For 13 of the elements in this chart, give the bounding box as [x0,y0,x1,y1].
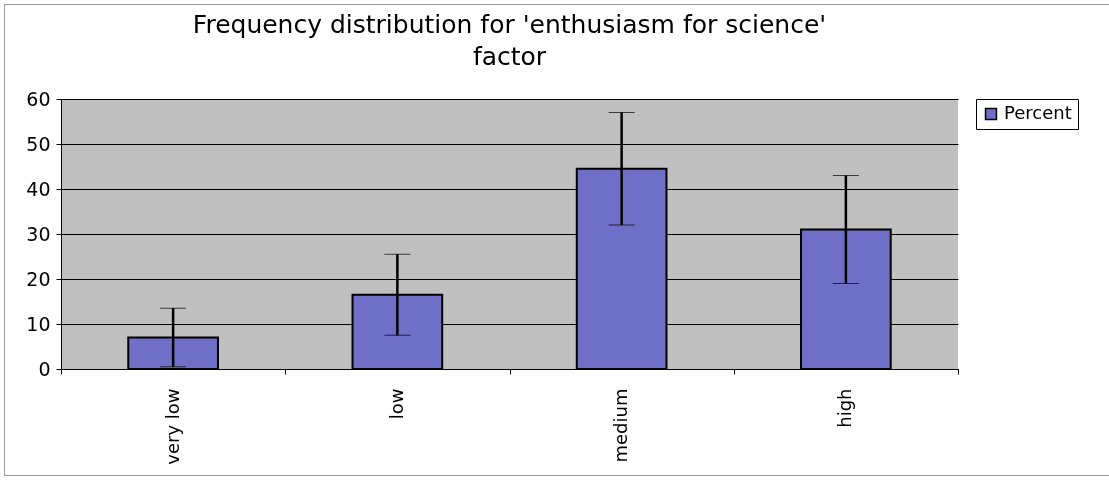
y-tick-label: 20 [26,267,51,290]
legend-label: Percent [1004,102,1072,123]
x-tick-label: high [834,388,856,428]
y-tick-label: 10 [26,312,51,335]
x-tick-label: low [385,388,407,420]
y-tick-label: 40 [26,177,51,200]
y-tick-label: 60 [26,87,51,110]
y-tick-label: 50 [26,132,51,155]
x-tick-label: very low [161,388,183,465]
x-tick-label: medium [610,388,632,463]
y-tick-label: 30 [26,222,51,245]
y-tick-label: 0 [38,357,51,380]
chart-title: Frequency distribution for 'enthusiasm for science' factor [192,10,827,71]
